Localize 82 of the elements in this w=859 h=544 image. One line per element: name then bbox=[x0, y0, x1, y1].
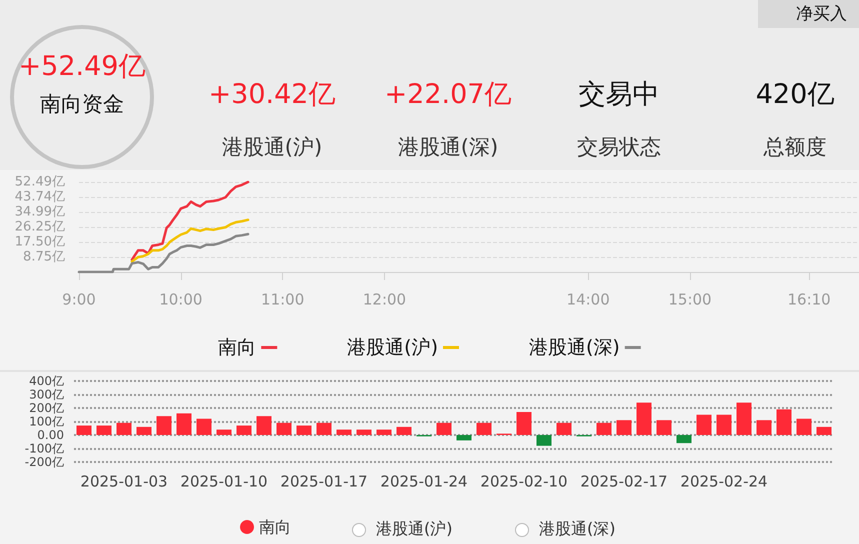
text: 总额度 bbox=[762, 134, 828, 161]
x-tick-label: 9:00 bbox=[62, 290, 96, 308]
bar bbox=[336, 430, 352, 435]
text: +52.49亿 bbox=[18, 50, 146, 84]
bar bbox=[236, 426, 252, 435]
line-series bbox=[130, 218, 250, 263]
y-tick-label: 43.74亿 bbox=[14, 190, 65, 205]
y-tick-label: -200亿 bbox=[24, 455, 64, 469]
x-tick-label: 2025-02-24 bbox=[680, 472, 768, 490]
x-tick-label: 2025-02-17 bbox=[580, 472, 668, 490]
bar bbox=[656, 420, 672, 435]
y-tick-label: 100亿 bbox=[29, 414, 64, 428]
x-tick-label: 11:00 bbox=[261, 290, 304, 308]
bar bbox=[756, 420, 772, 435]
bar bbox=[216, 430, 232, 435]
bar bbox=[796, 418, 812, 435]
bar bbox=[736, 402, 752, 435]
text: 净买入 bbox=[758, 0, 859, 28]
bar bbox=[456, 435, 472, 440]
y-tick-label: 8.75亿 bbox=[23, 249, 65, 264]
bar bbox=[116, 422, 132, 435]
text: 港股通(深) bbox=[539, 519, 616, 540]
legend-label: 港股通(深) bbox=[528, 336, 620, 358]
legend-label: 南向 bbox=[259, 518, 291, 536]
y-tick-label: 26.25亿 bbox=[14, 219, 65, 234]
text: 港股通(沪) bbox=[220, 134, 324, 161]
bar bbox=[556, 422, 572, 435]
x-tick-label: 2025-01-24 bbox=[380, 472, 468, 490]
text: +22.07亿 bbox=[384, 78, 512, 112]
y-tick-label: 52.49亿 bbox=[14, 174, 65, 190]
bar bbox=[636, 402, 652, 435]
bar bbox=[476, 422, 492, 435]
bar bbox=[276, 422, 292, 435]
bar bbox=[676, 435, 692, 444]
x-tick-label: 10:00 bbox=[159, 290, 202, 308]
bar bbox=[256, 416, 272, 435]
legend-label: 南向 bbox=[218, 336, 256, 358]
x-tick-label: 2025-01-03 bbox=[80, 472, 168, 490]
bar bbox=[596, 422, 612, 435]
x-tick-label: 2025-02-10 bbox=[480, 472, 568, 490]
y-tick-label: 17.50亿 bbox=[14, 234, 65, 250]
bar bbox=[316, 422, 332, 435]
x-tick-label: 2025-01-17 bbox=[280, 472, 368, 490]
text: 南向资金 bbox=[39, 91, 125, 118]
text: 交易状态 bbox=[576, 134, 662, 161]
y-tick-label: 300亿 bbox=[29, 388, 64, 402]
bar bbox=[136, 426, 152, 435]
legend-label: 港股通(沪) bbox=[347, 336, 438, 358]
bar bbox=[436, 422, 452, 435]
text: 420亿 bbox=[754, 78, 836, 112]
bar bbox=[356, 430, 372, 435]
line-series bbox=[78, 232, 250, 274]
bar bbox=[396, 426, 412, 435]
y-tick-label: 200亿 bbox=[29, 401, 64, 415]
text: 港股通(沪) bbox=[376, 519, 452, 540]
y-tick-label: 400亿 bbox=[29, 374, 64, 388]
bar bbox=[536, 435, 552, 446]
text: 交易中 bbox=[578, 78, 660, 112]
bar bbox=[296, 426, 312, 435]
bar bbox=[716, 414, 732, 435]
y-tick-label: -100亿 bbox=[24, 442, 64, 456]
line-series bbox=[130, 180, 250, 261]
x-tick-label: 15:00 bbox=[668, 290, 712, 308]
x-tick-label: 14:00 bbox=[566, 290, 610, 308]
bar bbox=[376, 430, 392, 435]
y-tick-label: 0.00 bbox=[37, 428, 64, 442]
bar bbox=[516, 412, 532, 435]
bar bbox=[616, 420, 632, 435]
text: 港股通(深) bbox=[396, 134, 500, 161]
x-tick-label: 12:00 bbox=[362, 290, 406, 308]
bar bbox=[696, 414, 712, 435]
x-tick-label: 2025-01-10 bbox=[180, 472, 268, 490]
y-tick-label: 34.99亿 bbox=[14, 204, 65, 220]
bar bbox=[776, 409, 792, 435]
bar bbox=[176, 413, 192, 435]
bar bbox=[816, 426, 832, 435]
x-tick-label: 16:10 bbox=[787, 290, 831, 308]
bar bbox=[156, 416, 172, 435]
bar bbox=[196, 418, 212, 435]
bar bbox=[96, 426, 112, 435]
text: +30.42亿 bbox=[208, 78, 336, 112]
bar bbox=[76, 426, 92, 435]
